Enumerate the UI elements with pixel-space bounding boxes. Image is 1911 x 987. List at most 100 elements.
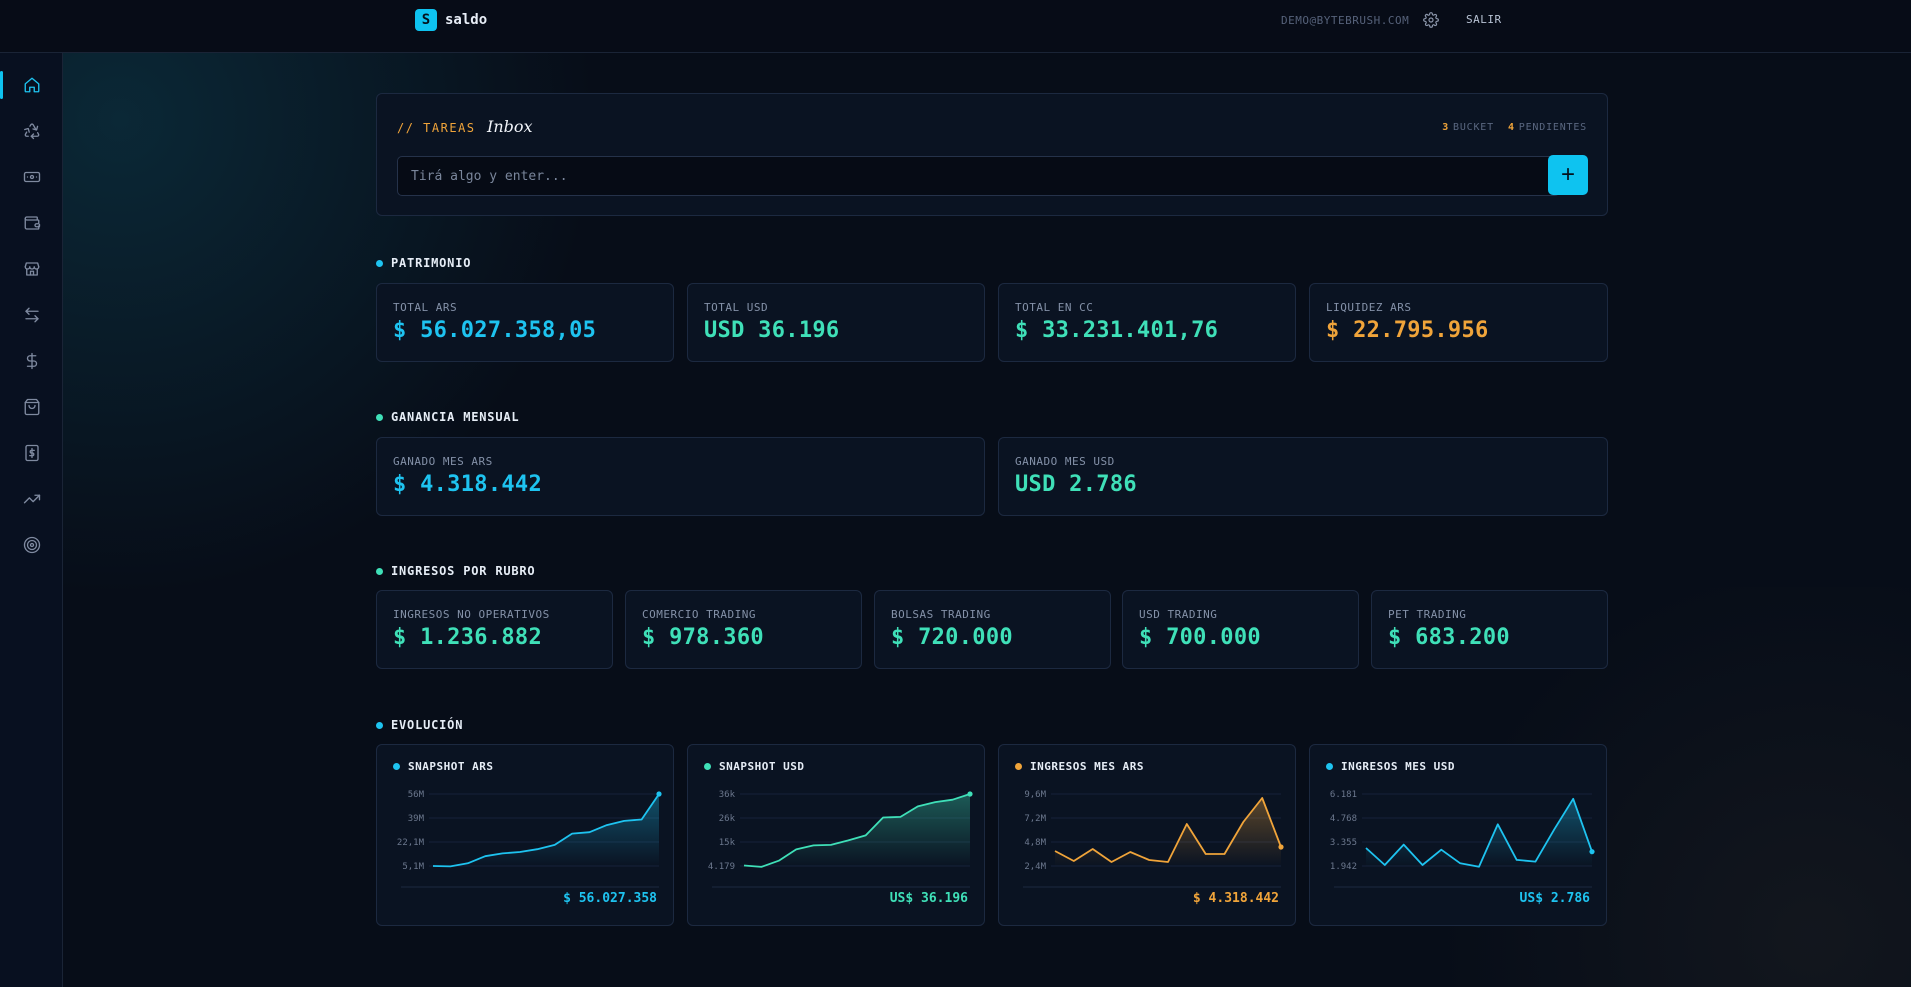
app-logo[interactable]: S saldo — [415, 9, 487, 31]
trending-up-icon — [23, 494, 40, 504]
sidebar-item-home[interactable] — [0, 67, 63, 103]
series-area — [744, 794, 970, 867]
card-comercio-trading: COMERCIO TRADING $ 978.360 — [625, 590, 862, 669]
tick-label: 4.179 — [708, 862, 735, 872]
tasks-kicker: // TAREAS — [397, 121, 476, 135]
section-dot — [376, 413, 383, 421]
chart-dot — [1015, 763, 1022, 770]
sidebar-item-recycle[interactable] — [0, 113, 63, 149]
logout-button[interactable]: SALIR — [1466, 13, 1502, 26]
series-area — [1366, 798, 1592, 867]
chart-snapshot-ars: 56M 39M 22,1M 5,1M — [397, 790, 662, 888]
section-dot — [376, 259, 383, 267]
user-email: DEMO@BYTEBRUSH.COM — [1281, 14, 1410, 27]
sidebar — [0, 53, 63, 987]
receipt-icon — [24, 444, 39, 462]
tasks-title: Inbox — [487, 117, 533, 136]
store-icon — [24, 262, 39, 276]
home-icon — [24, 77, 39, 93]
tick-label: 3.355 — [1330, 838, 1357, 848]
wallet-icon — [24, 216, 40, 230]
section-dot — [376, 567, 383, 575]
last-point — [656, 791, 662, 797]
tick-label: 9,6M — [1024, 790, 1046, 800]
tick-label: 22,1M — [397, 838, 425, 848]
card-ingresos-no-operativos: INGRESOS NO OPERATIVOS $ 1.236.882 — [376, 590, 613, 669]
card-ganado-usd: GANADO MES USD USD 2.786 — [998, 437, 1608, 516]
chart-ingresos-mes-usd: 6.181 4.768 3.355 1.942 — [1330, 790, 1595, 888]
tick-label: 5,1M — [402, 862, 424, 872]
pending-count: 4 PENDIENTES — [1507, 122, 1587, 133]
section-title-ganancia: GANANCIA MENSUAL — [376, 410, 519, 424]
chart-card-snapshot-ars: SNAPSHOT ARS 56M 39M 22,1M 5,1M $ 56.027.35… — [376, 744, 674, 926]
cash-icon — [23, 171, 40, 183]
series-line — [432, 793, 660, 868]
chart-dot — [1326, 763, 1333, 770]
top-bar: S saldo DEMO@BYTEBRUSH.COM SALIR — [0, 0, 1911, 53]
card-usd-trading: USD TRADING $ 700.000 — [1122, 590, 1359, 669]
task-input[interactable] — [397, 156, 1560, 196]
chart-dot — [393, 763, 400, 770]
card-bolsas-trading: BOLSAS TRADING $ 720.000 — [874, 590, 1111, 669]
section-dot — [376, 721, 383, 729]
sidebar-item-transfer[interactable] — [0, 297, 63, 333]
section-title-evolucion: EVOLUCIÓN — [376, 718, 463, 732]
sidebar-item-dollar[interactable] — [0, 343, 63, 379]
chart-card-ingresos-mes-usd: INGRESOS MES USD 6.181 4.768 3.355 1.942 US… — [1309, 744, 1607, 926]
chart-ingresos-mes-ars: 9,6M 7,2M 4,8M 2,4M — [1023, 790, 1284, 888]
card-total-usd: TOTAL USD USD 36.196 — [687, 283, 985, 362]
tick-label: 6.181 — [1330, 790, 1357, 800]
card-liquidez-ars: LIQUIDEZ ARS $ 22.795.956 — [1309, 283, 1608, 362]
sidebar-item-store[interactable] — [0, 251, 63, 287]
series-line — [743, 793, 971, 868]
sidebar-item-wallet[interactable] — [0, 205, 63, 241]
tick-label: 4,8M — [1024, 838, 1046, 848]
bucket-count: 3 BUCKET — [1442, 122, 1494, 133]
tick-label: 2,4M — [1024, 862, 1046, 872]
tick-label: 36k — [719, 790, 736, 800]
section-title-patrimonio: PATRIMONIO — [376, 256, 471, 270]
sidebar-item-target[interactable] — [0, 527, 63, 563]
sidebar-item-shopping[interactable] — [0, 389, 63, 425]
chart-card-ingresos-mes-ars: INGRESOS MES ARS 9,6M 7,2M 4,8M 2,4M $ 4.31… — [998, 744, 1296, 926]
sidebar-item-receipt[interactable] — [0, 435, 63, 471]
last-point — [1589, 849, 1595, 855]
series-line — [1054, 797, 1282, 863]
card-ganado-ars: GANADO MES ARS $ 4.318.442 — [376, 437, 985, 516]
series-line — [1365, 797, 1593, 868]
dollar-icon — [26, 352, 37, 370]
recycle-icon — [23, 123, 39, 140]
tick-label: 4.768 — [1330, 814, 1357, 824]
tick-label: 7,2M — [1024, 814, 1046, 824]
transfer-icon — [24, 307, 39, 323]
sidebar-item-cash[interactable] — [0, 159, 63, 195]
charts-row: SNAPSHOT ARS 56M 39M 22,1M 5,1M $ 56.027.35… — [376, 744, 1608, 926]
tick-label: 26k — [719, 814, 736, 824]
series-area — [433, 794, 659, 867]
last-point — [1278, 844, 1284, 850]
card-total-ars: TOTAL ARS $ 56.027.358,05 — [376, 283, 674, 362]
chart-total: US$ 36.196 — [889, 891, 968, 906]
tick-label: 56M — [408, 790, 425, 800]
chart-snapshot-usd: 36k 26k 15k 4.179 — [708, 790, 973, 888]
gear-icon[interactable] — [1423, 12, 1439, 28]
chart-total: $ 56.027.358 — [563, 891, 657, 906]
chart-dot — [704, 763, 711, 770]
add-task-button[interactable]: + — [1548, 155, 1588, 195]
target-icon — [23, 536, 40, 554]
tick-label: 39M — [408, 814, 425, 824]
card-total-cc: TOTAL EN CC $ 33.231.401,76 — [998, 283, 1296, 362]
chart-total: $ 4.318.442 — [1192, 891, 1279, 906]
chart-total: US$ 2.786 — [1519, 891, 1590, 906]
series-area — [1055, 798, 1281, 866]
section-title-ingresos: INGRESOS POR RUBRO — [376, 564, 535, 578]
chart-card-snapshot-usd: SNAPSHOT USD 36k 26k 15k 4.179 US$ 36.196 — [687, 744, 985, 926]
card-pet-trading: PET TRADING $ 683.200 — [1371, 590, 1608, 669]
tasks-counts: 3 BUCKET 4 PENDIENTES — [1442, 122, 1587, 133]
tick-label: 15k — [719, 838, 736, 848]
app-name: saldo — [445, 12, 488, 28]
sidebar-item-trending[interactable] — [0, 481, 63, 517]
tick-label: 1.942 — [1330, 862, 1357, 872]
shopping-bag-icon — [24, 398, 39, 416]
